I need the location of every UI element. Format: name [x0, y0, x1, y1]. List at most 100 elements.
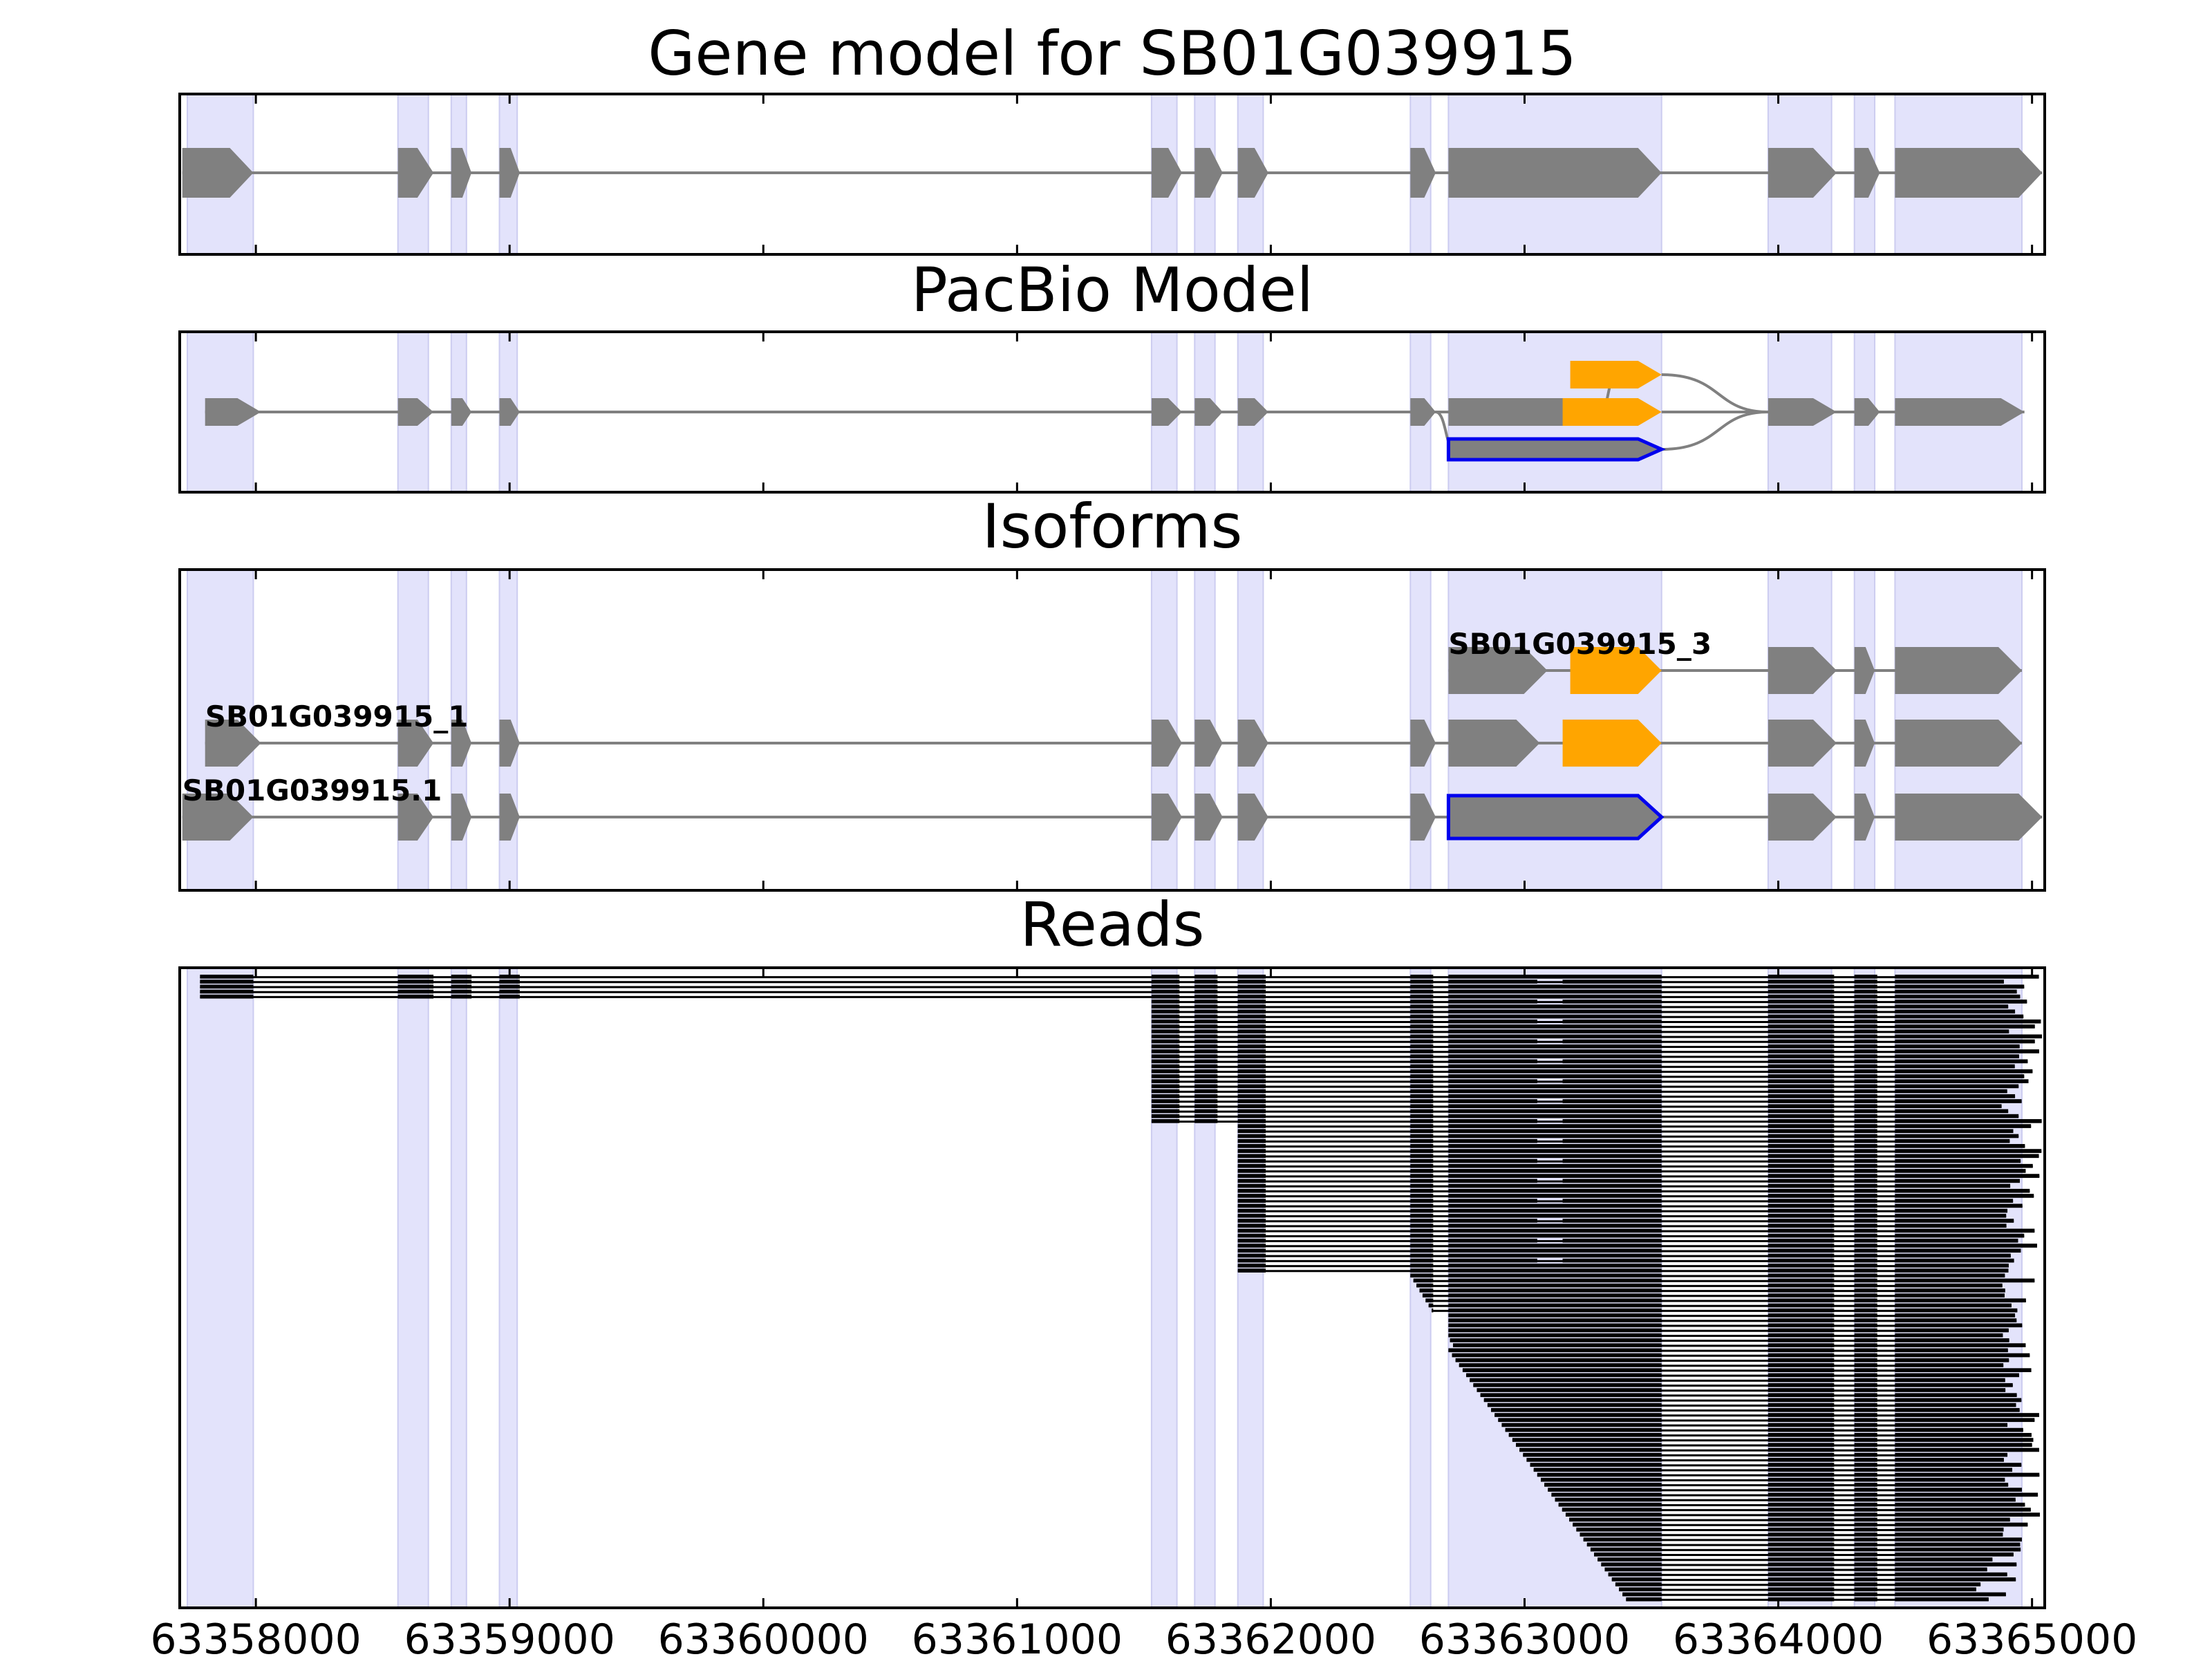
read-block [1895, 1458, 2004, 1462]
isoform-label: SB01G039915_3 [1448, 627, 1712, 661]
read-block [1768, 1502, 1835, 1507]
exon-arrow [1194, 794, 1223, 841]
read-block [1237, 1258, 1266, 1263]
read-block [1448, 1273, 1662, 1278]
read-block [1237, 1109, 1266, 1114]
read-block [1448, 1159, 1537, 1163]
read-block [1558, 1502, 1662, 1507]
read-block [1895, 1049, 2039, 1053]
read-block [1854, 1582, 1877, 1586]
read-block [1854, 1452, 1877, 1457]
exon-arrow [1446, 794, 1665, 841]
read-block [1895, 1477, 2005, 1482]
exon-arrow [1151, 794, 1182, 841]
read-block [1854, 1398, 1877, 1403]
read-block [1895, 1488, 2022, 1492]
read-block [1768, 1118, 1835, 1123]
read-block [1237, 1054, 1266, 1059]
read-block [1448, 1024, 1662, 1029]
read-block [1768, 1567, 1835, 1572]
read-block [1854, 1203, 1877, 1208]
exon-arrow [499, 398, 520, 426]
exon-arrow [397, 148, 434, 198]
read-block [1448, 1328, 1662, 1333]
read-block [1194, 1064, 1218, 1069]
read-block [1895, 1118, 2042, 1123]
read-block [1237, 1159, 1266, 1163]
read-block [1580, 1533, 1662, 1537]
read-block [1410, 1233, 1434, 1238]
read-block [1854, 1338, 1877, 1342]
highlight-region [1150, 967, 1178, 1609]
exon-arrow [1151, 148, 1182, 198]
exon-arrow [1410, 148, 1436, 198]
read-block [1551, 1492, 1662, 1497]
read-block [1895, 1034, 2042, 1039]
read-block [1508, 1432, 1662, 1437]
reads-frame [178, 966, 2046, 1609]
read-block [1448, 1203, 1662, 1208]
read-block [1854, 1238, 1877, 1243]
read-block [1854, 1492, 1877, 1497]
read-block [1410, 1089, 1434, 1094]
exon-arrow [1448, 720, 1540, 767]
read-block [1768, 1224, 1835, 1228]
read-block [1597, 1557, 1662, 1562]
read-block [1237, 1084, 1266, 1089]
read-block [1854, 1109, 1877, 1114]
read-block [1237, 989, 1266, 994]
read-block [1448, 1104, 1662, 1109]
read-block [1768, 1159, 1835, 1163]
read-block [1410, 1118, 1434, 1123]
read-block [1768, 1343, 1835, 1347]
read-block [1237, 1089, 1266, 1094]
read-block [1768, 1134, 1835, 1138]
read-block [1194, 1089, 1218, 1094]
read-block [1854, 1497, 1877, 1502]
read-block [1768, 1472, 1835, 1477]
read-block [1854, 1059, 1877, 1064]
read-block [1895, 1213, 2007, 1218]
read-block [1410, 989, 1434, 994]
read-block [1151, 1039, 1180, 1044]
read-block [1895, 1443, 2032, 1447]
read-block [1895, 1318, 2017, 1322]
read-block [1448, 1174, 1662, 1178]
read-block [1237, 1118, 1266, 1123]
read-block [1768, 1547, 1835, 1552]
x-tick-label: 63364000 [1673, 1615, 1884, 1659]
read-block [1895, 1407, 2020, 1412]
read-block [1194, 1014, 1218, 1019]
read-block [1194, 1044, 1218, 1049]
read-block [1151, 1029, 1180, 1033]
exon-arrow [1854, 720, 1875, 767]
read-block [1448, 1114, 1662, 1118]
read-block [1854, 1447, 1877, 1452]
read-block [1194, 1079, 1218, 1084]
read-block [1895, 1163, 2033, 1168]
exon-arrow [1768, 148, 1837, 198]
read-block [1854, 1298, 1877, 1303]
read-block [1448, 1054, 1662, 1059]
read-block [1194, 1118, 1218, 1123]
read-block [1237, 975, 1266, 979]
read-block [200, 980, 254, 984]
read-block [1854, 1228, 1877, 1233]
read-block [1854, 1348, 1877, 1353]
exon-arrow [1410, 398, 1436, 426]
read-block [1410, 1194, 1434, 1198]
read-block [1895, 1183, 2011, 1188]
read-block [1854, 1527, 1877, 1532]
read-block [1895, 994, 2021, 999]
read-block [1895, 1313, 2016, 1318]
read-block [1768, 1019, 1835, 1024]
read-block [1516, 1443, 1662, 1447]
read-block [1854, 1174, 1877, 1178]
read-block [1895, 1029, 2009, 1033]
read-block [1237, 1188, 1266, 1193]
read-block [1410, 1099, 1434, 1103]
read-block [1895, 1423, 2008, 1427]
read-block [1768, 1079, 1835, 1084]
read-block [1895, 984, 2025, 989]
exon-arrow [1895, 398, 2025, 426]
